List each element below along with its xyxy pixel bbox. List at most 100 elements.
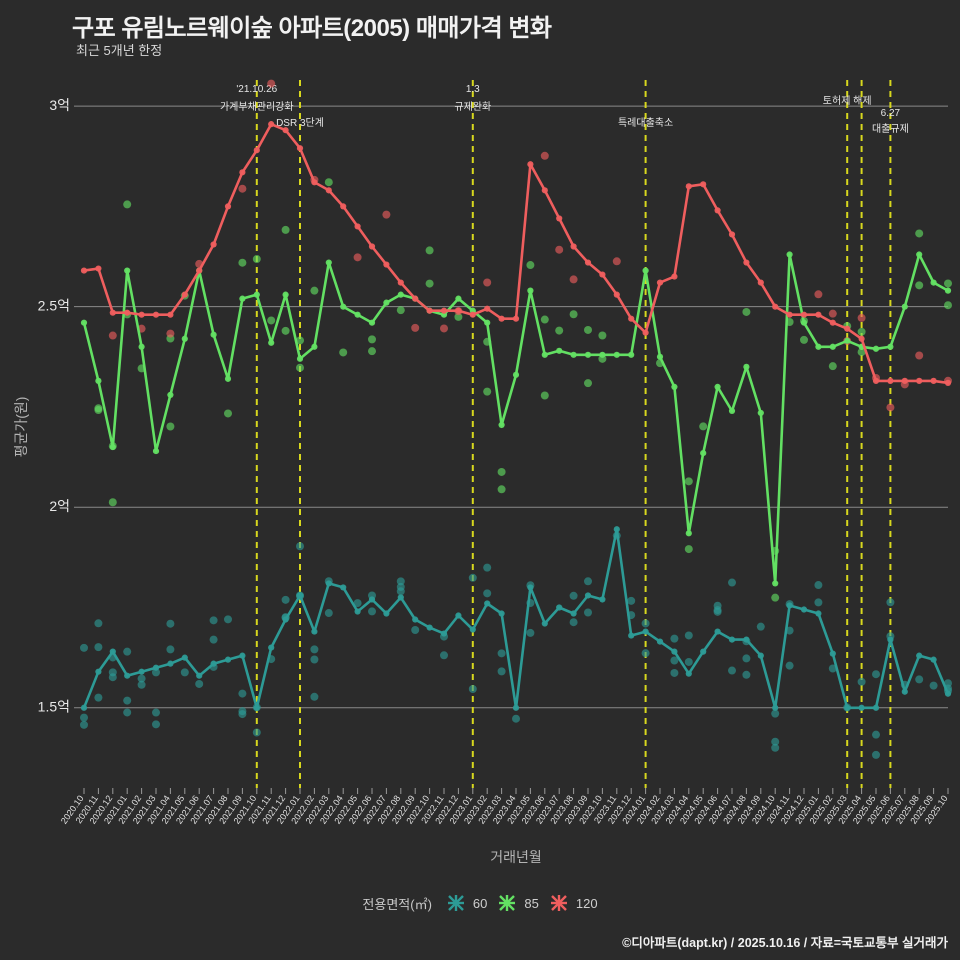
series-point [152, 664, 160, 671]
series-point [527, 161, 534, 168]
series-point [570, 610, 577, 617]
scatter-point [742, 654, 751, 663]
series-point [282, 291, 289, 298]
series-point [340, 584, 347, 591]
series-point [757, 409, 764, 417]
y-axis-tick-label: 1.5억 [38, 698, 70, 714]
series-point [469, 626, 476, 633]
series-point [368, 243, 376, 250]
page-subtitle: 최근 5개년 한정 [76, 43, 163, 58]
event-label: 토허제 해제 [823, 94, 872, 107]
event-label: 규제완화 [454, 101, 491, 113]
scatter-point [152, 668, 160, 677]
y-axis-tick-label: 2.5억 [38, 297, 70, 313]
scatter-point [598, 331, 607, 340]
series-point [944, 287, 952, 294]
event-date-label: 1.3 [466, 84, 480, 95]
series-point [124, 672, 131, 679]
event-label: 특례대출축소 [618, 117, 673, 129]
scatter-point [497, 667, 506, 676]
series-point [728, 636, 736, 643]
scatter-point [512, 714, 520, 723]
series-point [325, 187, 332, 194]
scatter-point [641, 649, 650, 658]
series-point [268, 121, 275, 128]
scatter-point [540, 151, 549, 160]
scatter-point [857, 327, 866, 336]
series-point [253, 147, 260, 154]
series-point [700, 648, 707, 655]
scatter-point [872, 730, 880, 739]
series-point [239, 295, 246, 302]
scatter-point [684, 477, 693, 486]
series-point [296, 355, 304, 362]
scatter-point [526, 261, 535, 270]
series-point [642, 628, 649, 635]
series-point [844, 337, 851, 344]
scatter-point [929, 681, 938, 690]
scatter-point [483, 589, 492, 598]
scatter-point [267, 316, 276, 325]
legend-label: 120 [575, 895, 598, 911]
scatter-point [684, 545, 693, 554]
series-point [268, 644, 275, 651]
series-point [469, 311, 476, 318]
series-point [887, 377, 894, 384]
scatter-point [238, 689, 247, 698]
legend-entry-60[interactable]: 60 [446, 893, 487, 913]
scatter-point [296, 336, 304, 345]
series-point [671, 383, 678, 390]
series-point [599, 596, 606, 603]
series-point [743, 259, 750, 266]
series-point [253, 704, 260, 711]
series-point [325, 580, 332, 587]
scatter-point [80, 713, 88, 722]
scatter-point [728, 578, 736, 587]
series-point [325, 259, 332, 266]
scatter-point [324, 609, 333, 618]
scatter-point [310, 645, 319, 654]
scatter-point [339, 348, 348, 357]
series-point [124, 267, 131, 274]
series-point [368, 319, 376, 326]
series-point [599, 351, 606, 358]
series-point [224, 375, 232, 382]
series-point [916, 377, 923, 384]
series-point [800, 606, 808, 613]
scatter-point [310, 692, 319, 701]
series-point [584, 351, 592, 358]
scatter-point [569, 275, 578, 284]
scatter-point [526, 628, 535, 637]
scatter-point [771, 709, 780, 718]
series-point [268, 339, 275, 346]
series-point [786, 602, 793, 609]
series-point [383, 299, 390, 306]
scatter-point [180, 668, 189, 677]
scatter-point [584, 608, 592, 617]
series-lines [80, 121, 952, 711]
scatter-point [94, 406, 103, 415]
series-point [109, 648, 116, 655]
series-point [685, 183, 692, 190]
series-point [167, 311, 174, 318]
scatter-point [281, 595, 290, 604]
legend-entry-85[interactable]: 85 [497, 893, 539, 913]
scatter-point [209, 616, 218, 625]
series-point [95, 668, 102, 675]
scatter-points [80, 79, 952, 759]
series-point [311, 628, 318, 635]
scatter-point [584, 577, 592, 586]
scatter-point [123, 708, 132, 717]
scatter-point [915, 351, 924, 360]
legend-entry-120[interactable]: 120 [549, 893, 598, 913]
scatter-point [684, 631, 693, 640]
scatter-point [80, 643, 88, 652]
scatter-point [368, 335, 376, 344]
scatter-point [94, 619, 103, 628]
series-point [210, 660, 217, 667]
scatter-point [555, 326, 564, 335]
series-point [815, 343, 822, 350]
series-point [412, 295, 419, 302]
series-point [498, 610, 505, 617]
